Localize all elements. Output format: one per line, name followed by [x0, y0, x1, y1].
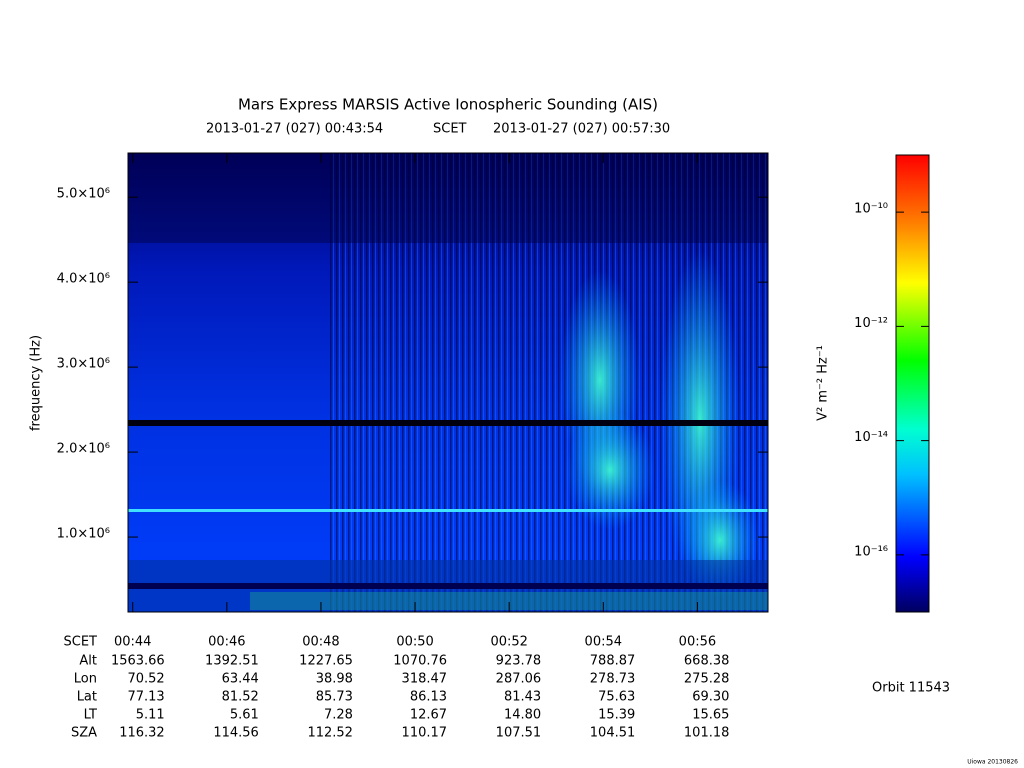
y-tick-label: 4.0×10⁶	[57, 272, 110, 287]
ephemeris-value: 101.18	[684, 726, 730, 741]
ephemeris-row-label: Lat	[77, 690, 97, 705]
ephemeris-value: 38.98	[316, 672, 353, 687]
ephemeris-value: 81.52	[222, 690, 259, 705]
y-tick-label: 1.0×10⁶	[57, 527, 110, 542]
ephemeris-value: 12.67	[410, 708, 447, 723]
ephemeris-value: 114.56	[213, 726, 259, 741]
y-tick-label: 2.0×10⁶	[57, 442, 110, 457]
ephemeris-row-label: SZA	[71, 726, 97, 741]
colorbar	[895, 154, 930, 613]
ephemeris-value: 69.30	[692, 690, 729, 705]
ephemeris-value: 86.13	[410, 690, 447, 705]
plot-frame	[127, 152, 769, 613]
colorbar-tick-label: 10⁻¹⁴	[854, 430, 888, 445]
ephemeris-value: 77.13	[127, 690, 164, 705]
x-tick-label: 00:54	[585, 635, 622, 650]
ephemeris-row-label: Lon	[74, 672, 97, 687]
x-tick-label: 00:48	[302, 635, 339, 650]
x-tick-label: 00:56	[679, 635, 716, 650]
ephemeris-value: 5.61	[230, 708, 259, 723]
ephemeris-value: 110.17	[402, 726, 448, 741]
ephemeris-value: 1392.51	[205, 654, 259, 669]
y-axis-label: frequency (Hz)	[29, 335, 44, 431]
ephemeris-value: 1563.66	[111, 654, 165, 669]
end-time: 2013-01-27 (027) 00:57:30	[493, 122, 670, 137]
ephemeris-value: 15.39	[598, 708, 635, 723]
ephemeris-value: 287.06	[496, 672, 542, 687]
ephemeris-value: 70.52	[127, 672, 164, 687]
ephemeris-value: 1227.65	[299, 654, 353, 669]
ephemeris-value: 788.87	[590, 654, 636, 669]
ephemeris-value: 15.65	[692, 708, 729, 723]
chart-title: Mars Express MARSIS Active Ionospheric S…	[238, 96, 658, 114]
credit: Uiowa 20130826	[967, 759, 1018, 766]
ephemeris-value: 104.51	[590, 726, 636, 741]
start-time: 2013-01-27 (027) 00:43:54	[206, 122, 383, 137]
orbit-label: Orbit 11543	[872, 681, 950, 696]
x-tick-label: 00:52	[490, 635, 527, 650]
ephemeris-row-label: LT	[84, 708, 97, 723]
ephemeris-value: 278.73	[590, 672, 636, 687]
ephemeris-value: 107.51	[496, 726, 542, 741]
ephemeris-value: 7.28	[324, 708, 353, 723]
ephemeris-value: 1070.76	[393, 654, 447, 669]
ephemeris-row-label: Alt	[79, 654, 97, 669]
ephemeris-value: 923.78	[496, 654, 542, 669]
x-tick-label: 00:44	[114, 635, 151, 650]
ephemeris-value: 112.52	[307, 726, 353, 741]
ephemeris-value: 14.80	[504, 708, 541, 723]
x-tick-label: 00:46	[208, 635, 245, 650]
spectrogram	[128, 153, 768, 612]
colorbar-tick-label: 10⁻¹⁶	[854, 544, 888, 559]
ephemeris-value: 275.28	[684, 672, 730, 687]
x-tick-label: 00:50	[396, 635, 433, 650]
ephemeris-value: 81.43	[504, 690, 541, 705]
ephemeris-value: 318.47	[402, 672, 448, 687]
ephemeris-value: 85.73	[316, 690, 353, 705]
colorbar-label: V² m⁻² Hz⁻¹	[816, 345, 831, 421]
ephemeris-value: 668.38	[684, 654, 730, 669]
ephemeris-value: 5.11	[136, 708, 165, 723]
ephemeris-value: 75.63	[598, 690, 635, 705]
colorbar-tick-label: 10⁻¹⁰	[854, 202, 888, 217]
y-tick-label: 3.0×10⁶	[57, 357, 110, 372]
time-label: SCET	[433, 122, 467, 137]
colorbar-tick-label: 10⁻¹²	[854, 316, 888, 331]
y-tick-label: 5.0×10⁶	[57, 187, 110, 202]
ephemeris-row-label: SCET	[64, 635, 98, 650]
ephemeris-value: 116.32	[119, 726, 165, 741]
ephemeris-value: 63.44	[222, 672, 259, 687]
